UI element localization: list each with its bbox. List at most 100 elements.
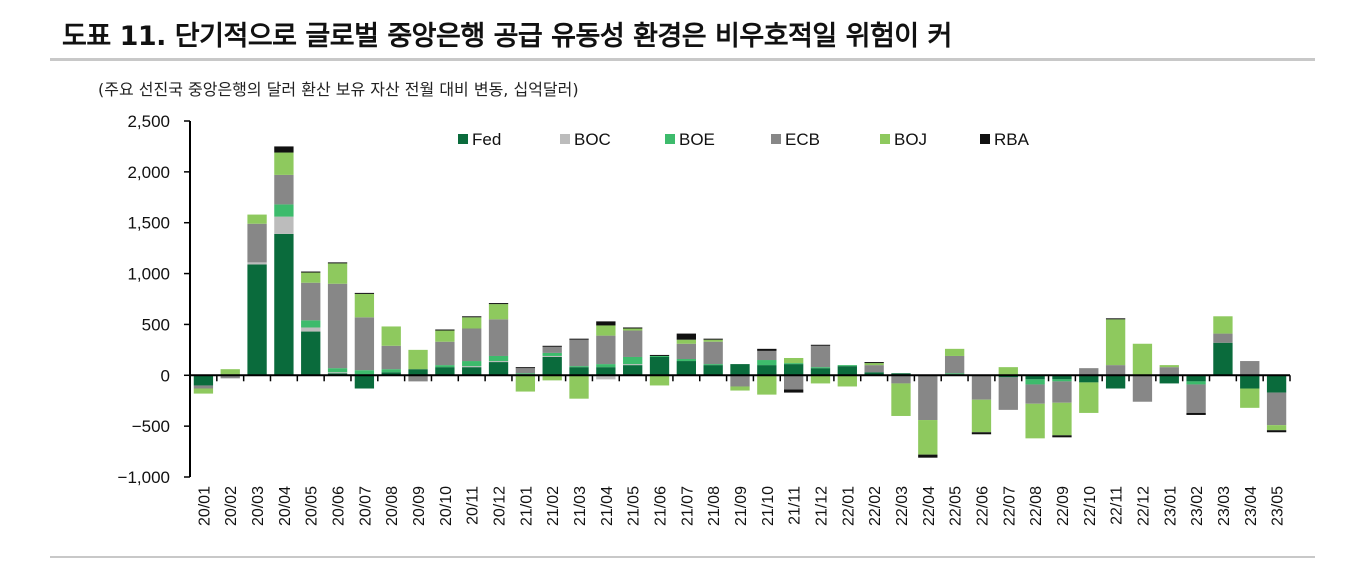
bar-fed-20-09 — [408, 369, 428, 376]
bar-boj-21-05 — [623, 328, 643, 331]
bar-boj-20-09 — [408, 349, 428, 370]
bar-boj-22-01 — [837, 375, 857, 387]
bar-boj-20-02 — [220, 369, 240, 376]
y-tick-label: 2,000 — [127, 163, 170, 182]
bar-ecb-20-10 — [435, 341, 455, 366]
bar-ecb-23-01 — [1159, 367, 1179, 376]
bar-ecb-22-11 — [1105, 365, 1126, 376]
bar-fed-20-11 — [462, 367, 482, 376]
bar-boj-22-03 — [891, 383, 911, 416]
bar-fed-21-06 — [649, 356, 670, 376]
bar-ecb-22-05 — [944, 355, 965, 374]
legend-label-boe: BOE — [679, 130, 715, 149]
legend-swatch-boe — [665, 134, 675, 144]
bar-boj-22-04 — [918, 420, 938, 455]
bar-fed-22-01 — [837, 366, 857, 376]
bar-rba-20-04 — [274, 146, 294, 153]
bar-ecb-22-08 — [1025, 384, 1045, 404]
bar-ecb-22-12 — [1132, 375, 1153, 402]
x-tick-label: 23/04 — [1243, 486, 1260, 526]
bar-rba-22-06 — [971, 432, 992, 435]
bar-rba-20-06 — [327, 262, 348, 264]
bar-ecb-20-12 — [488, 319, 509, 356]
bar-ecb-23-04 — [1240, 361, 1260, 376]
x-tick-label: 22/06 — [974, 486, 991, 526]
chart-subtitle: (주요 선진국 중앙은행의 달러 환산 보유 자산 전월 대비 변동, 십억달러… — [98, 80, 579, 99]
bar-ecb-20-02 — [220, 375, 240, 379]
bar-fed-20-03 — [247, 264, 267, 376]
x-tick-label: 21/05 — [626, 486, 643, 526]
bar-boe-21-06 — [649, 355, 670, 357]
bar-rba-22-04 — [918, 454, 938, 458]
bar-boj-21-08 — [703, 339, 723, 342]
bar-boj-23-03 — [1213, 316, 1233, 334]
bar-ecb-20-11 — [462, 328, 482, 362]
y-tick-label: 1,000 — [127, 265, 170, 284]
legend-swatch-rba — [980, 134, 990, 144]
bar-boe-20-05 — [301, 320, 321, 328]
bar-rba-21-10 — [757, 348, 777, 351]
x-tick-label: 23/01 — [1162, 486, 1179, 526]
bar-fed-21-03 — [569, 367, 589, 376]
x-tick-label: 23/03 — [1216, 486, 1233, 526]
x-tick-label: 20/01 — [196, 486, 213, 526]
bar-ecb-23-03 — [1213, 333, 1233, 343]
bar-fed-21-05 — [623, 365, 643, 376]
bar-ecb-21-10 — [757, 350, 777, 361]
bar-fed-21-08 — [703, 365, 723, 376]
bar-fed-20-06 — [327, 373, 348, 376]
bar-boj-20-07 — [354, 293, 375, 318]
bar-rba-20-12 — [488, 303, 509, 305]
bar-boe-20-04 — [274, 204, 294, 217]
bar-boj-22-09 — [1052, 402, 1072, 436]
bar-boj-22-12 — [1132, 343, 1153, 376]
bar-ecb-21-01 — [515, 368, 536, 374]
x-tick-label: 21/07 — [679, 486, 696, 526]
x-tick-label: 23/02 — [1189, 486, 1206, 526]
bar-boj-22-07 — [998, 367, 1018, 376]
bar-boe-22-05 — [944, 373, 965, 375]
bar-boc-20-12 — [488, 361, 509, 363]
bar-boj-21-03 — [569, 375, 589, 399]
bar-rba-23-05 — [1266, 430, 1287, 433]
bar-boj-21-12 — [810, 375, 831, 384]
x-tick-label: 21/02 — [545, 486, 562, 526]
bar-boj-21-04 — [596, 325, 616, 336]
bar-fed-21-02 — [542, 356, 562, 376]
x-tick-label: 22/05 — [948, 486, 965, 526]
bar-rba-23-02 — [1186, 412, 1206, 415]
x-tick-label: 22/12 — [1135, 486, 1152, 526]
bar-ecb-22-04 — [918, 375, 938, 421]
x-tick-label: 21/11 — [787, 486, 804, 525]
bar-rba-20-11 — [462, 316, 482, 318]
bar-ecb-21-09 — [730, 375, 750, 387]
bar-ecb-20-03 — [247, 223, 267, 263]
bar-boe-20-12 — [488, 355, 509, 362]
bar-rba-22-09 — [1052, 435, 1072, 438]
bar-ecb-20-05 — [301, 282, 321, 321]
bar-ecb-21-04 — [596, 335, 616, 365]
bar-ecb-20-04 — [274, 174, 294, 205]
bar-ecb-23-02 — [1186, 384, 1206, 413]
bar-rba-21-06 — [649, 354, 670, 356]
bar-boj-21-10 — [757, 375, 777, 395]
x-tick-label: 20/04 — [277, 486, 294, 526]
x-tick-label: 22/10 — [1082, 486, 1099, 526]
x-tick-label: 22/07 — [1001, 486, 1018, 526]
bar-boe-21-05 — [623, 356, 643, 365]
bar-fed-22-03 — [891, 373, 911, 376]
bar-rba-21-05 — [623, 327, 643, 329]
x-tick-label: 20/12 — [492, 486, 509, 526]
legend-label-fed: Fed — [472, 130, 501, 149]
bar-ecb-22-10 — [1079, 368, 1099, 376]
x-tick-label: 21/10 — [760, 486, 777, 526]
legend-swatch-boc — [560, 134, 570, 144]
legend-label-ecb: ECB — [785, 130, 820, 149]
bar-fed-22-07 — [998, 375, 1018, 378]
x-tick-label: 21/06 — [653, 486, 670, 526]
bar-ecb-21-03 — [569, 339, 589, 367]
bar-boc-20-05 — [301, 327, 321, 332]
bar-fed-23-05 — [1266, 375, 1287, 393]
x-tick-label: 22/02 — [867, 486, 884, 526]
